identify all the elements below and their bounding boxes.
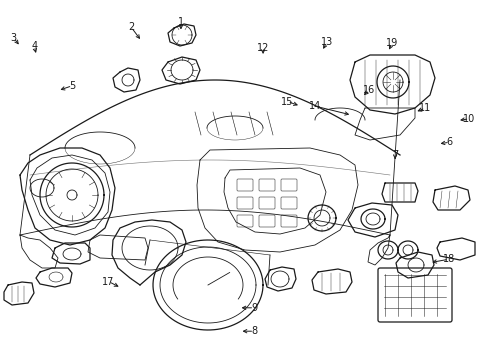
Text: 14: 14: [308, 101, 321, 111]
Text: 2: 2: [128, 22, 134, 32]
Text: 13: 13: [320, 37, 332, 48]
Text: 17: 17: [102, 276, 115, 287]
Text: 6: 6: [446, 137, 452, 147]
Text: 8: 8: [251, 326, 257, 336]
Text: 12: 12: [256, 42, 269, 53]
Text: 3: 3: [11, 33, 17, 43]
Text: 11: 11: [418, 103, 431, 113]
Text: 5: 5: [69, 81, 75, 91]
Text: 7: 7: [391, 150, 397, 160]
Text: 9: 9: [251, 303, 257, 313]
Text: 18: 18: [442, 254, 454, 264]
Text: 4: 4: [31, 41, 37, 51]
Text: 10: 10: [462, 114, 475, 124]
Text: 16: 16: [362, 85, 375, 95]
Text: 19: 19: [385, 38, 398, 48]
Text: 15: 15: [281, 96, 293, 107]
Text: 1: 1: [178, 17, 183, 27]
